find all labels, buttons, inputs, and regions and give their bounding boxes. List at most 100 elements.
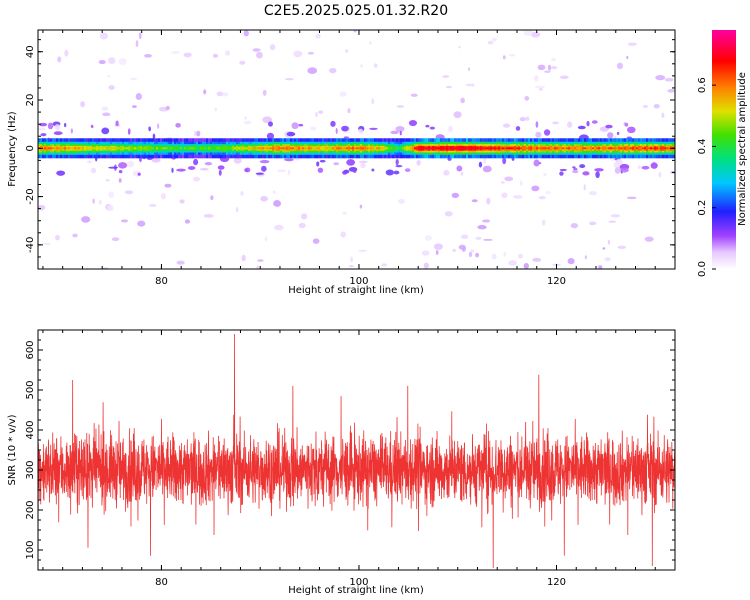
noise-blob (175, 123, 181, 128)
noise-blob (396, 105, 405, 108)
band-cell (394, 147, 397, 150)
noise-blob (348, 265, 355, 268)
band-cell (414, 147, 417, 150)
noise-blob (102, 112, 111, 117)
noise-blob (70, 128, 73, 134)
band-cell (142, 147, 145, 150)
band-cell (226, 147, 229, 150)
band-cell (154, 147, 157, 150)
band-cell (660, 147, 663, 150)
band-cell (290, 147, 293, 150)
noise-blob (266, 132, 275, 140)
band-cell (50, 147, 53, 150)
noise-blob (118, 58, 127, 65)
noise-blob (523, 263, 529, 269)
noise-blob (262, 116, 273, 124)
band-cell (462, 147, 465, 150)
band-cell (90, 147, 93, 150)
band-cell (654, 147, 657, 150)
band-cell (500, 147, 503, 150)
band-cell (196, 147, 199, 150)
noise-blob (579, 164, 586, 169)
noise-blob (371, 98, 375, 105)
noise-blob (620, 167, 629, 173)
noise-blob (318, 110, 324, 114)
band-cell (658, 147, 661, 150)
band-cell (642, 147, 645, 150)
band-cell (418, 147, 421, 150)
band-cell (466, 147, 469, 150)
band-cell (274, 147, 277, 150)
band-cell (568, 147, 571, 150)
noise-blob (589, 221, 597, 226)
noise-blob (627, 126, 636, 134)
band-cell (574, 147, 577, 150)
band-cell (562, 147, 565, 150)
noise-blob (482, 219, 491, 223)
noise-blob (594, 168, 604, 172)
noise-blob (667, 89, 675, 93)
noise-blob (216, 91, 224, 97)
noise-blob (559, 168, 567, 172)
band-cell (118, 147, 121, 150)
noise-blob (425, 124, 430, 128)
noise-blob (342, 211, 347, 216)
snr-x-label: Height of straight line (km) (288, 585, 424, 596)
band-cell (114, 147, 117, 150)
snr-series-line (38, 333, 675, 569)
band-cell (472, 147, 475, 150)
noise-blob (535, 131, 542, 138)
noise-blob (508, 260, 517, 266)
noise-blob (591, 120, 598, 124)
band-cell (218, 147, 221, 150)
band-cell (388, 147, 391, 150)
x-tick-label: 80 (155, 276, 168, 287)
y-tick-label: 200 (25, 500, 36, 519)
noise-blob (460, 234, 469, 239)
band-cell (74, 147, 77, 150)
band-cell (106, 147, 109, 150)
noise-blob (319, 159, 326, 163)
band-cell (182, 147, 185, 150)
x-tick-label: 120 (547, 276, 566, 287)
noise-blob (171, 51, 180, 54)
band-cell (556, 147, 559, 150)
band-cell (490, 147, 493, 150)
noise-blob (444, 211, 453, 217)
noise-blob (543, 129, 551, 136)
noise-blob (252, 48, 261, 52)
band-cell (626, 147, 629, 150)
noise-blob (605, 124, 613, 129)
band-cell (88, 147, 91, 150)
noise-blob (193, 158, 199, 166)
band-cell (296, 147, 299, 150)
noise-blob (171, 167, 174, 173)
band-cell (44, 147, 47, 150)
band-cell (62, 147, 65, 150)
band-cell (458, 147, 461, 150)
noise-blob (482, 165, 492, 173)
band-cell (252, 147, 255, 150)
band-cell (48, 147, 51, 150)
noise-blob (151, 157, 161, 163)
noise-blob (287, 169, 291, 176)
noise-blob (442, 75, 450, 78)
band-cell (304, 147, 307, 150)
band-cell (630, 147, 633, 150)
noise-blob (144, 53, 152, 58)
band-cell (588, 147, 591, 150)
noise-blob (92, 198, 95, 204)
noise-blob (550, 58, 557, 62)
band-cell (464, 147, 467, 150)
band-cell (294, 147, 297, 150)
noise-blob (353, 30, 357, 33)
spectrogram-frame (37, 29, 676, 270)
band-cell (592, 147, 595, 150)
noise-blob (256, 265, 260, 269)
noise-blob (533, 159, 540, 167)
noise-blob (500, 181, 505, 184)
band-cell (190, 147, 193, 150)
y-tick-label: 500 (25, 380, 36, 399)
band-cell (126, 147, 129, 150)
band-cell (248, 147, 251, 150)
